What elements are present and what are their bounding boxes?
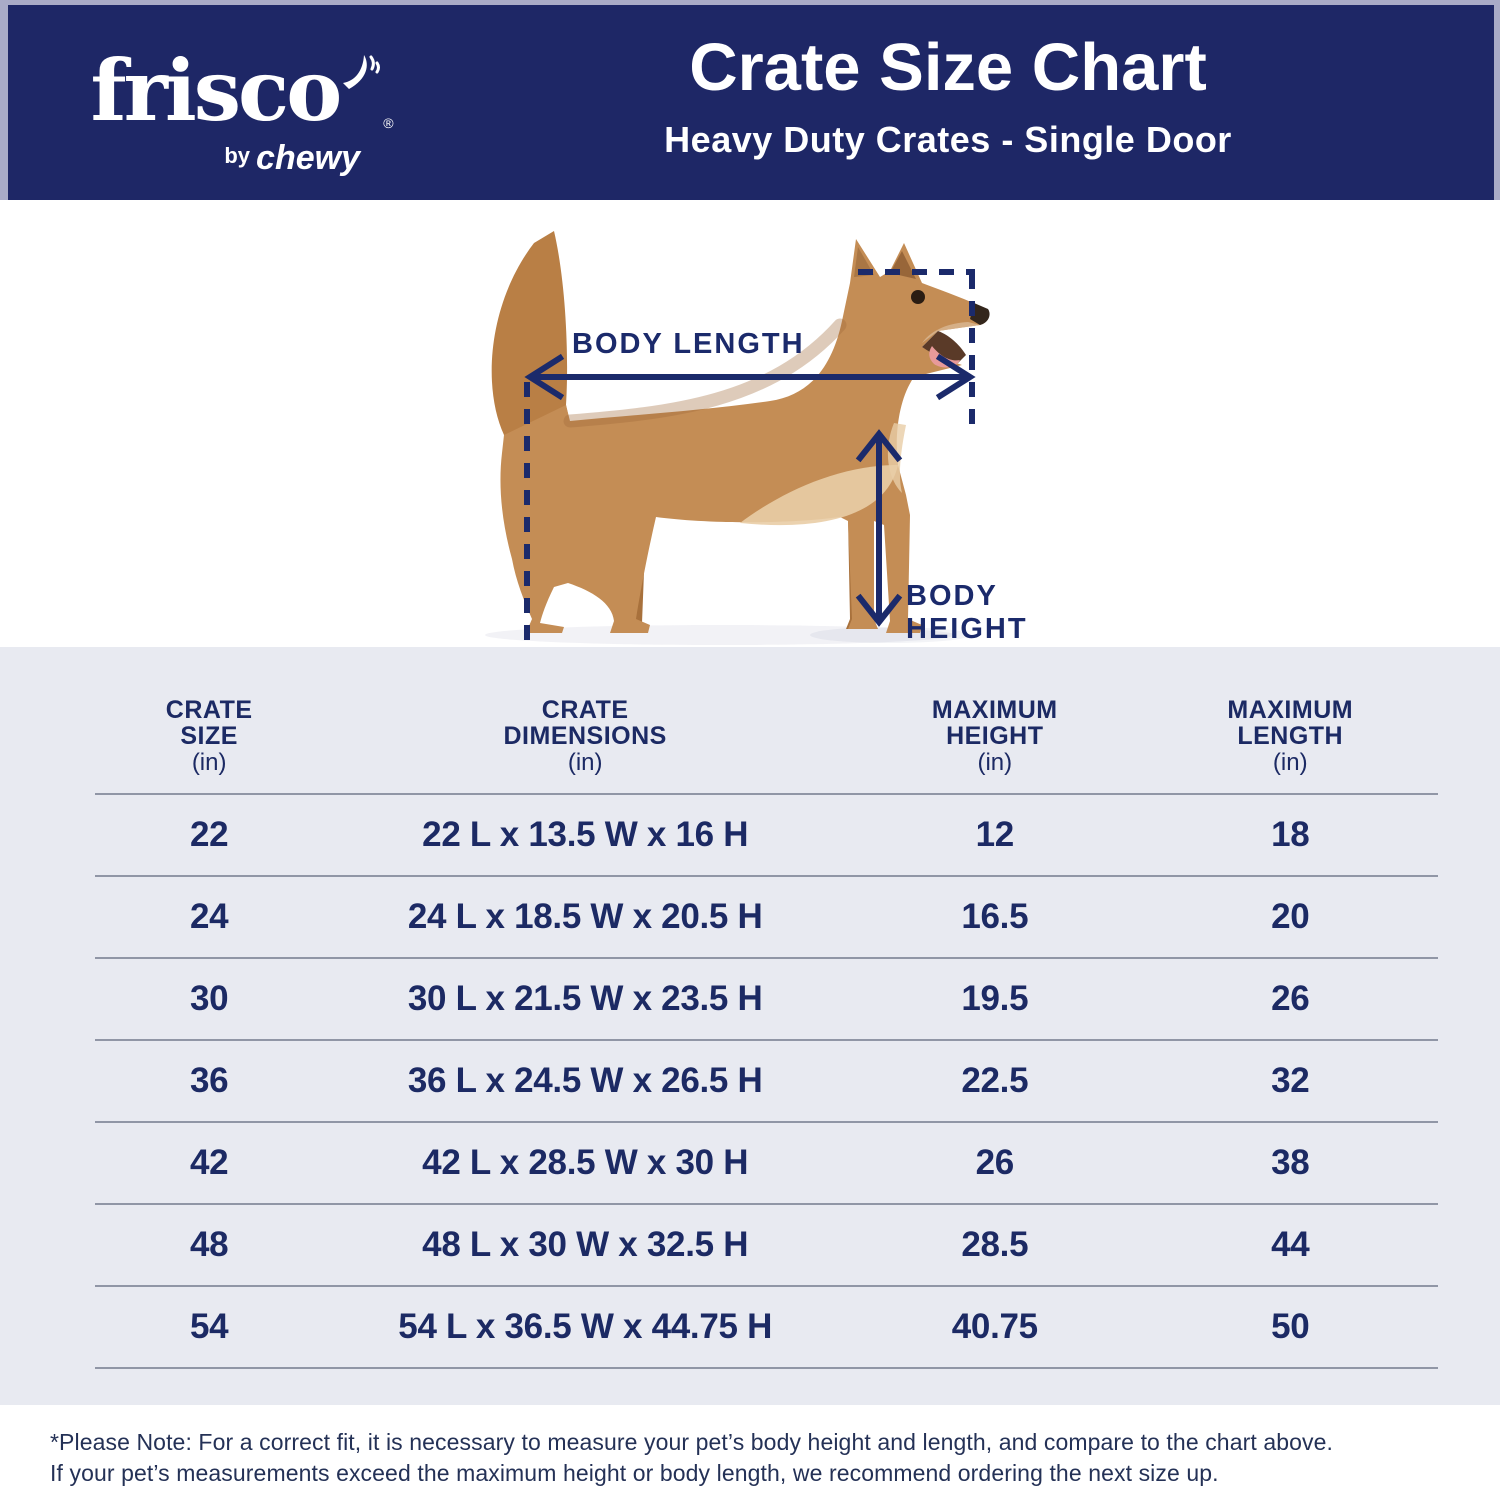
- page-subtitle: Heavy Duty Crates - Single Door: [664, 119, 1232, 160]
- max-height-value: 19.5: [961, 979, 1029, 1018]
- table-row: 54 54 L x 36.5 W x 44.75 H 40.75 50: [95, 1287, 1438, 1369]
- crate-dimensions-value: 48 L x 30 W x 32.5 H: [422, 1225, 749, 1264]
- max-length-value: 26: [1271, 979, 1310, 1018]
- column-header-maximum-height: MAXIMUM HEIGHT (in): [847, 697, 1142, 793]
- frisco-logo: frisco ® by chewy: [90, 43, 393, 178]
- column-header-unit: (in): [567, 749, 603, 776]
- crate-dimensions-value: 30 L x 21.5 W x 23.5 H: [407, 979, 763, 1018]
- column-header-text: MAXIMUM: [931, 696, 1058, 724]
- footnote: *Please Note: For a correct fit, it is n…: [0, 1405, 1500, 1500]
- by-label: by: [224, 143, 251, 168]
- column-header-crate-dimensions: CRATE DIMENSIONS (in): [323, 697, 847, 793]
- table-row: 42 42 L x 28.5 W x 30 H 26 38: [95, 1123, 1438, 1205]
- max-height-value: 16.5: [961, 897, 1029, 936]
- crate-size-value: 48: [189, 1225, 229, 1264]
- by-chewy-line: by chewy: [96, 139, 388, 178]
- header-banner: frisco ® by chewy Crate Size Chart Heavy …: [8, 5, 1494, 200]
- chewy-logo-text: chewy: [256, 139, 360, 177]
- crate-size-value: 30: [189, 979, 229, 1018]
- column-header-text: CRATE: [165, 696, 253, 724]
- crate-dimensions-value: 36 L x 24.5 W x 26.5 H: [407, 1061, 763, 1100]
- column-header-unit: (in): [191, 749, 227, 776]
- max-length-value: 18: [1271, 815, 1310, 854]
- crate-dimensions-value: 22 L x 13.5 W x 16 H: [422, 815, 749, 854]
- body-length-label: BODY LENGTH: [572, 328, 805, 360]
- frisco-tail-icon: [341, 49, 381, 98]
- body-height-label-line2: HEIGHT: [906, 613, 1028, 645]
- table-row: 30 30 L x 21.5 W x 23.5 H 19.5 26: [95, 959, 1438, 1041]
- column-header-text: DIMENSIONS: [503, 722, 667, 750]
- max-length-value: 32: [1271, 1061, 1310, 1100]
- max-length-value: 50: [1271, 1307, 1310, 1346]
- column-header-maximum-length: MAXIMUM LENGTH (in): [1143, 697, 1438, 793]
- column-header-text: MAXIMUM: [1227, 696, 1354, 724]
- column-header-unit: (in): [977, 749, 1013, 776]
- table-row: 36 36 L x 24.5 W x 26.5 H 22.5 32: [95, 1041, 1438, 1123]
- table-row: 24 24 L x 18.5 W x 20.5 H 16.5 20: [95, 877, 1438, 959]
- max-length-value: 38: [1271, 1143, 1310, 1182]
- footnote-line1: *Please Note: For a correct fit, it is n…: [50, 1429, 1333, 1455]
- header-frame: frisco ® by chewy Crate Size Chart Heavy …: [0, 0, 1500, 200]
- max-length-value: 44: [1271, 1225, 1310, 1264]
- max-length-value: 20: [1271, 897, 1310, 936]
- max-height-value: 26: [975, 1143, 1015, 1182]
- frisco-logo-text: frisco: [90, 41, 342, 140]
- footnote-line2: If your pet’s measurements exceed the ma…: [50, 1460, 1219, 1486]
- crate-size-value: 42: [189, 1143, 229, 1182]
- crate-size-value: 54: [189, 1307, 229, 1346]
- table-row: 22 22 L x 13.5 W x 16 H 12 18: [95, 795, 1438, 877]
- column-header-text: CRATE: [541, 696, 629, 724]
- max-height-value: 12: [975, 815, 1015, 854]
- table-row: 48 48 L x 30 W x 32.5 H 28.5 44: [95, 1205, 1438, 1287]
- measurement-arrows: [524, 269, 976, 647]
- max-height-value: 28.5: [961, 1225, 1029, 1264]
- table-header-row: CRATE SIZE (in) CRATE DIMENSIONS (in) MA…: [95, 647, 1438, 795]
- column-header-unit: (in): [1272, 749, 1308, 776]
- max-height-value: 22.5: [961, 1061, 1029, 1100]
- size-table: CRATE SIZE (in) CRATE DIMENSIONS (in) MA…: [95, 647, 1438, 1369]
- crate-dimensions-value: 54 L x 36.5 W x 44.75 H: [398, 1307, 773, 1346]
- size-table-section: CRATE SIZE (in) CRATE DIMENSIONS (in) MA…: [0, 647, 1500, 1405]
- column-header-text: HEIGHT: [946, 722, 1044, 750]
- max-height-value: 40.75: [951, 1307, 1038, 1346]
- column-header-crate-size: CRATE SIZE (in): [95, 697, 323, 793]
- body-height-label-line1: BODY: [906, 580, 998, 612]
- dog-photo: [485, 231, 990, 645]
- crate-dimensions-value: 24 L x 18.5 W x 20.5 H: [407, 897, 763, 936]
- title-block: Crate Size Chart Heavy Duty Crates - Sin…: [638, 31, 1258, 161]
- crate-size-value: 36: [189, 1061, 229, 1100]
- crate-size-value: 24: [189, 897, 229, 936]
- column-header-text: LENGTH: [1237, 722, 1344, 750]
- registered-mark: ®: [383, 115, 394, 131]
- measurement-diagram: BODY LENGTH BODY HEIGHT: [0, 200, 1500, 647]
- body-height-label: BODY HEIGHT: [906, 580, 1028, 646]
- crate-size-value: 22: [189, 815, 229, 854]
- frisco-wordmark: frisco ®: [90, 43, 393, 139]
- crate-dimensions-value: 42 L x 28.5 W x 30 H: [422, 1143, 749, 1182]
- column-header-text: SIZE: [180, 722, 238, 750]
- page-title: Crate Size Chart: [689, 30, 1207, 105]
